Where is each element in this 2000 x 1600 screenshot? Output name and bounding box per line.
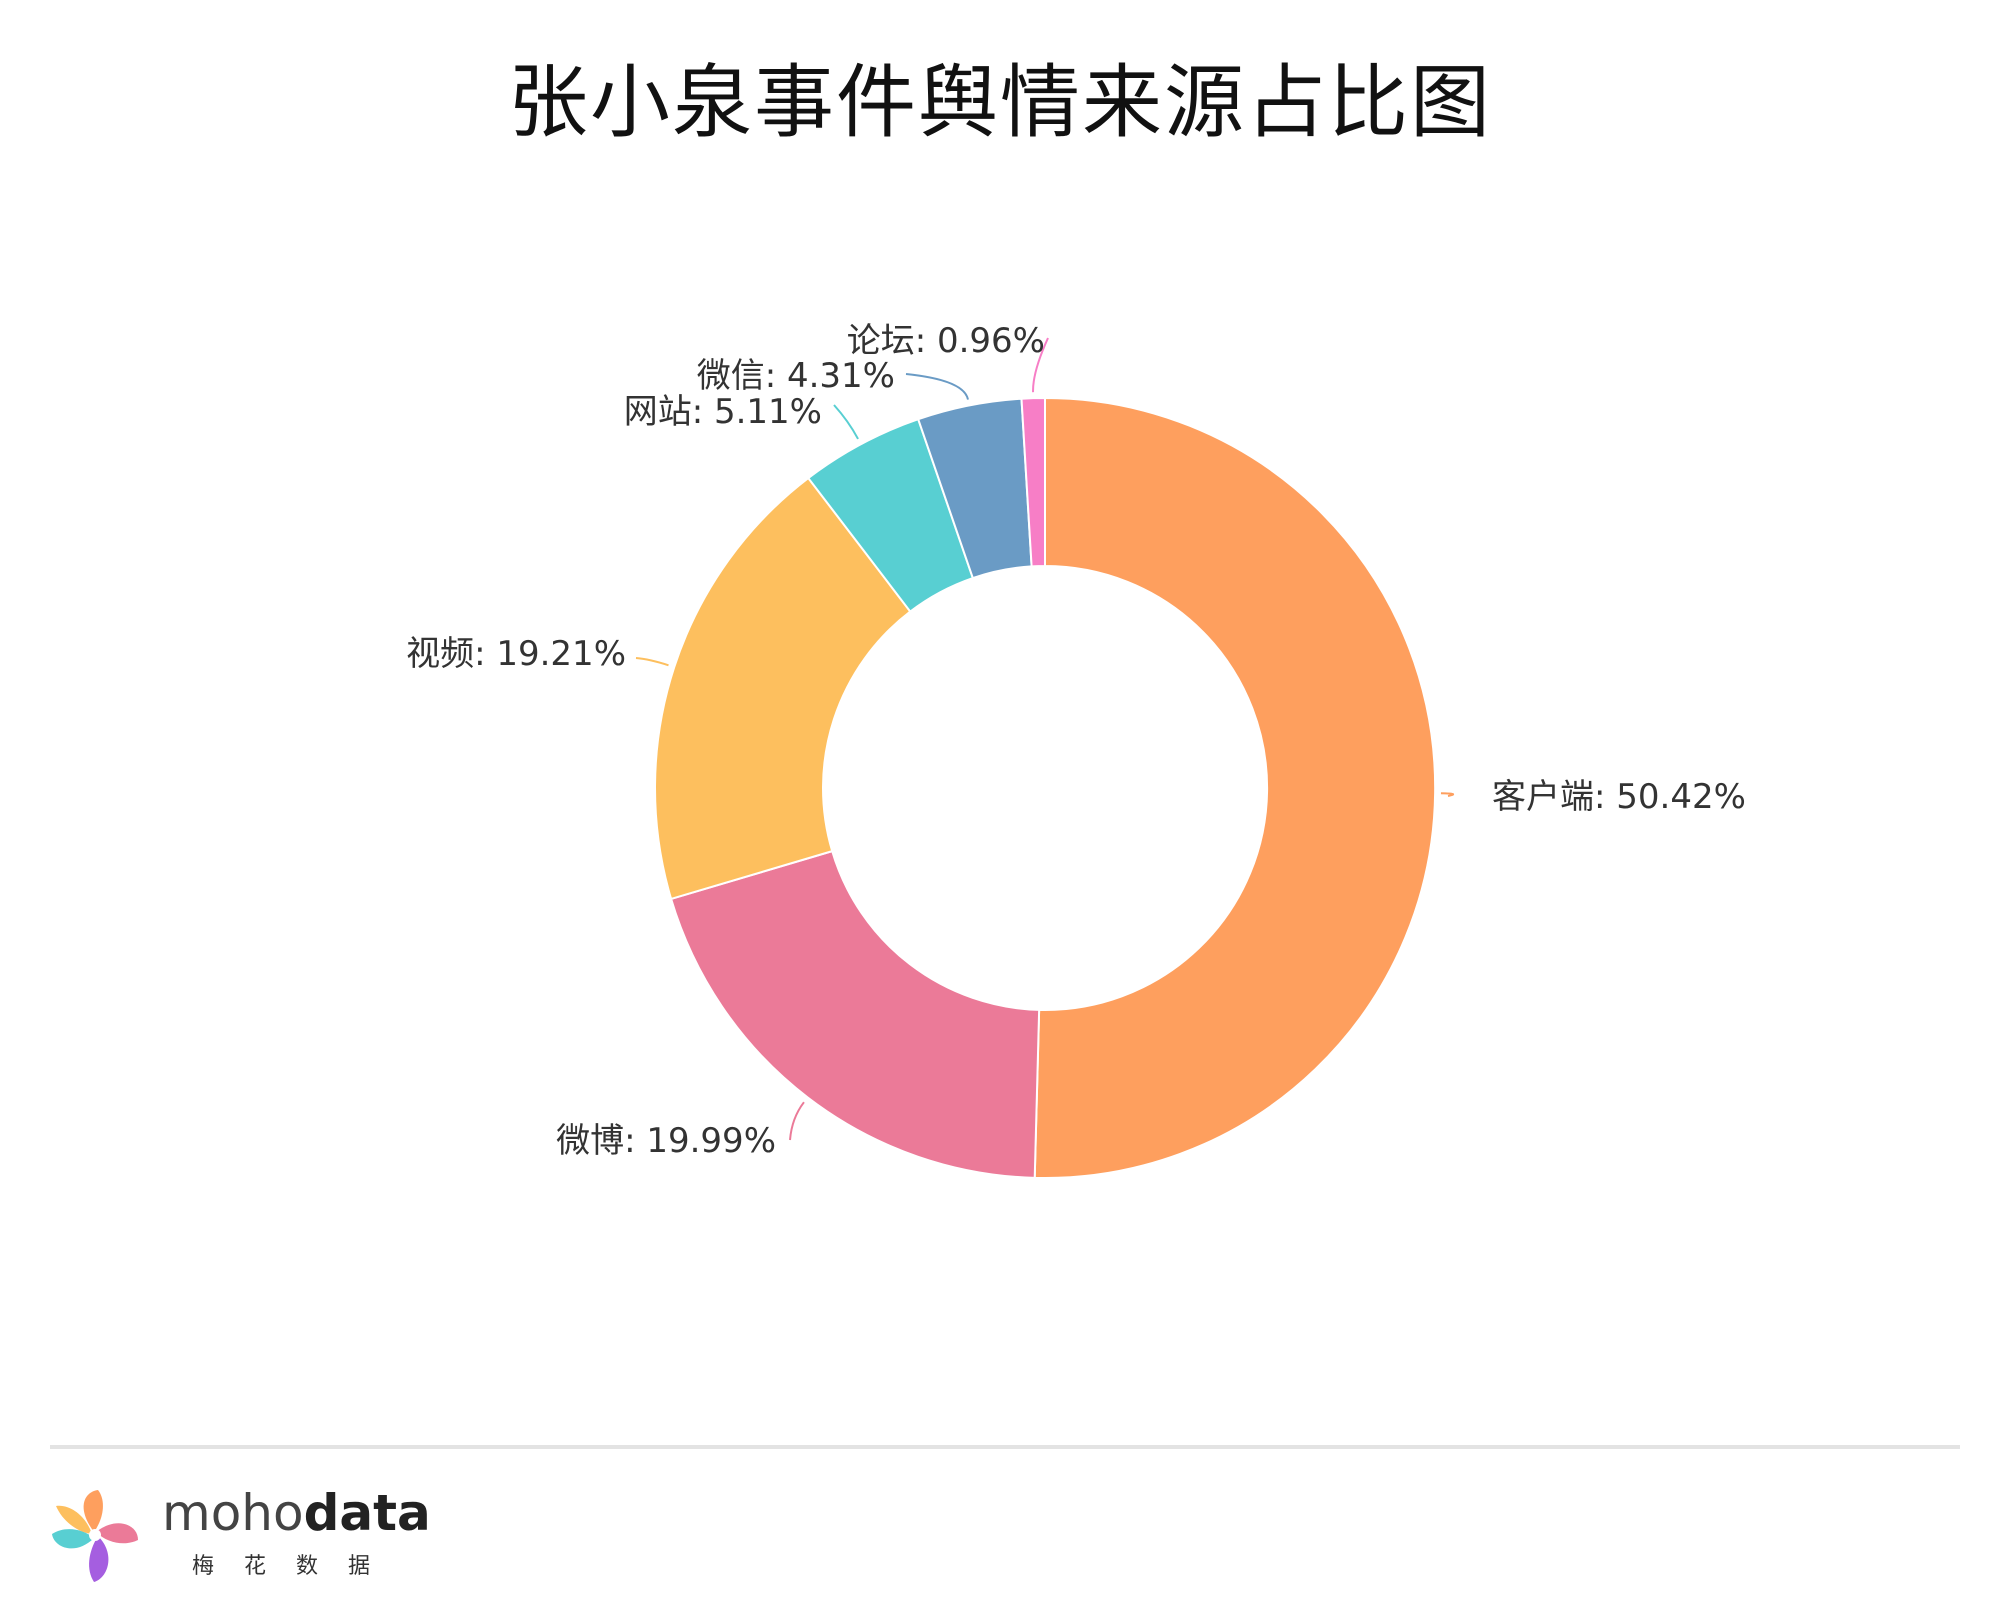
chart-title: 张小泉事件舆情来源占比图 <box>508 56 1492 149</box>
slice-3 <box>654 476 912 901</box>
leader-line-2 <box>789 1101 805 1141</box>
brand-name-light: moho <box>162 1484 304 1542</box>
brand-subtitle: 梅花数据 <box>192 1554 401 1579</box>
leader-line-5 <box>905 373 969 400</box>
leader-line-3 <box>635 657 669 667</box>
labels-layer: 客户端: 50.42% 微博: 19.99% 视频: 19.21% 网站: 5.11%… <box>406 321 1746 1161</box>
leader-line-1 <box>1440 792 1455 797</box>
slice-label-3: 视频: 19.21% <box>406 634 626 674</box>
footer-divider <box>50 1445 1960 1449</box>
brand-name-bold: data <box>303 1484 431 1542</box>
leader-line-6 <box>1032 337 1049 393</box>
slice-label-4: 网站: 5.11% <box>624 392 822 432</box>
slice-label-5: 微信: 4.31% <box>697 356 895 396</box>
brand-name: mohodata <box>162 1484 431 1542</box>
slice-label-2: 微博: 19.99% <box>556 1121 776 1161</box>
leader-lines-layer <box>635 337 1455 1141</box>
slice-2 <box>669 849 1041 1179</box>
brand-footer: mohodata 梅花数据 <box>46 1482 446 1592</box>
slice-6 <box>1020 396 1046 568</box>
leader-line-4 <box>833 404 859 440</box>
slice-1 <box>1033 396 1437 1179</box>
slice-label-1: 客户端: 50.42% <box>1492 777 1746 817</box>
pinwheel-logo-icon <box>52 1490 138 1582</box>
slices-layer <box>654 396 1437 1179</box>
slice-label-6: 论坛: 0.96% <box>847 321 1045 361</box>
